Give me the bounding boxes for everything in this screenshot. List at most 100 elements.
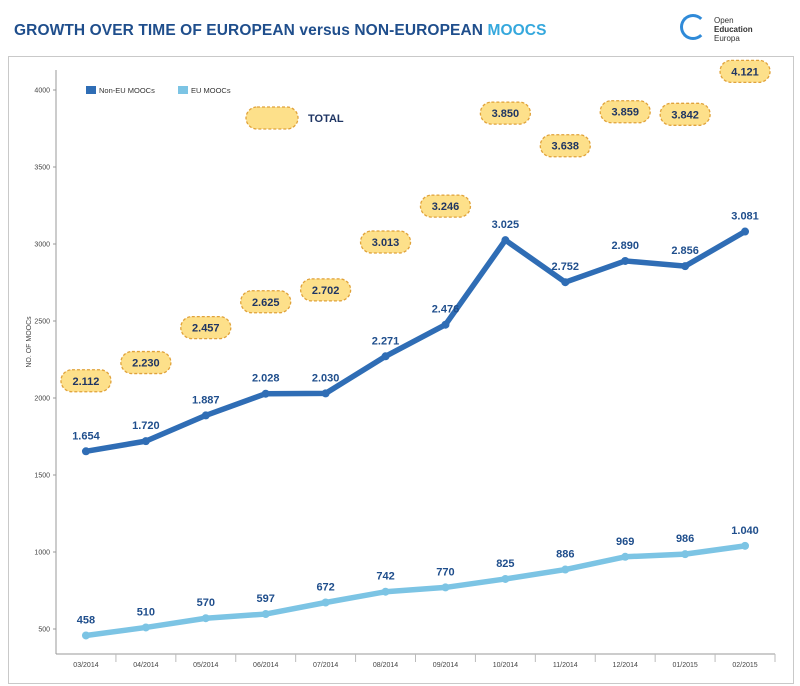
x-tick-label: 09/2014 [433,662,458,669]
total-bubble [180,315,232,340]
non-eu-point [741,227,750,236]
non-eu-point [621,256,630,265]
eu-data-label: 510 [137,606,155,618]
eu-point [501,574,510,583]
eu-point [321,598,330,607]
non-eu-point [441,320,450,329]
eu-point [201,614,210,623]
total-label: 3.859 [611,107,639,119]
total-label: 2.457 [192,323,220,335]
eu-data-label: 742 [376,571,394,583]
total-label: 3.013 [372,237,400,249]
y-tick-label: 1000 [34,550,50,557]
non-eu-point [561,278,570,287]
title-part-moocs: MOOCS [487,22,547,39]
logo-line-1: Open [714,16,734,25]
non-eu-data-label: 2.030 [312,372,340,384]
eu-data-label: 597 [257,593,275,605]
x-tick-label: 10/2014 [493,662,518,669]
chart-title: GROWTH OVER TIME OF EUROPEAN versus NON-… [14,22,547,40]
x-tick-label: 07/2014 [313,662,338,669]
legend-label-eu: EU MOOCs [191,86,231,95]
total-label: 3.638 [552,141,580,153]
y-tick-label: 4000 [34,88,50,95]
non-eu-point [81,447,90,456]
eu-point [561,565,570,574]
eu-data-label: 969 [616,536,634,548]
total-bubble [599,100,651,124]
legend-label-non-eu: Non-EU MOOCs [99,86,155,95]
x-tick-label: 11/2014 [553,662,578,669]
total-label: 3.850 [492,108,520,120]
x-tick-label: 02/2015 [732,662,757,669]
eu-data-label: 770 [436,566,454,578]
total-bubble [479,101,532,125]
non-eu-point [681,262,690,271]
y-tick-label: 1500 [34,473,50,480]
total-bubble [240,290,292,314]
non-eu-data-label: 2.028 [252,373,280,385]
non-eu-point [141,437,150,446]
x-tick-label: 08/2014 [373,662,398,669]
eu-data-label: 886 [556,549,574,561]
y-tick-label: 3000 [34,242,50,249]
eu-point [261,610,270,619]
logo-ring-icon [680,14,706,40]
non-eu-point [381,352,390,361]
eu-data-label: 570 [197,597,215,609]
total-bubble [299,278,352,302]
total-label: 2.625 [252,297,280,309]
non-eu-point [261,389,270,398]
x-tick-label: 06/2014 [253,662,278,669]
total-bubble [120,350,172,375]
non-eu-data-label: 3.081 [731,211,759,223]
eu-point [381,587,390,596]
title-part-versus: versus [299,22,350,39]
eu-point [741,541,750,550]
x-tick-label: 04/2014 [133,662,158,669]
total-label: 2.112 [72,376,99,388]
logo-line-2: Education [714,25,753,34]
legend-swatch-total [245,106,299,130]
eu-point [141,623,150,632]
total-label: 4.121 [731,66,759,78]
y-tick-label: 2000 [34,396,50,403]
eu-data-label: 1.040 [731,525,759,537]
y-axis-label: NO. OF MOOCs [26,316,33,368]
non-eu-data-label: 2.752 [552,261,580,273]
total-label: 2.230 [132,358,160,370]
non-eu-data-label: 2.476 [432,304,460,316]
eu-point [81,631,90,640]
eu-data-label: 825 [496,558,514,570]
eu-point [441,583,450,592]
chart-frame [8,56,794,684]
total-bubble [419,194,472,218]
x-tick-label: 12/2014 [613,662,638,669]
total-label: 3.246 [432,201,460,213]
title-part-european: GROWTH OVER TIME OF EUROPEAN [14,22,295,39]
eu-point [681,550,690,559]
total-bubble [359,230,412,254]
total-label: 3.842 [671,109,699,121]
eu-data-label: 672 [316,582,334,594]
eu-data-label: 986 [676,533,694,545]
total-bubble [539,134,591,158]
non-eu-point [501,236,510,245]
x-tick-label: 01/2015 [672,662,697,669]
total-bubble [659,102,711,126]
legend-swatch-eu [178,86,188,94]
y-tick-label: 3500 [34,165,50,172]
total-label: 2.702 [312,285,340,297]
title-part-non-european: NON-EUROPEAN [354,22,484,39]
non-eu-data-label: 1.654 [72,430,100,442]
y-tick-label: 2500 [34,319,50,326]
y-tick-label: 500 [38,627,50,634]
non-eu-data-label: 1.720 [132,420,160,432]
x-tick-label: 03/2014 [73,662,98,669]
x-tick-label: 05/2014 [193,662,218,669]
legend-label-total: TOTAL [308,113,344,125]
non-eu-data-label: 1.887 [192,394,220,406]
open-education-europa-logo: Open Education Europa [680,10,776,54]
total-bubble [60,369,112,393]
non-eu-data-label: 3.025 [492,219,520,231]
